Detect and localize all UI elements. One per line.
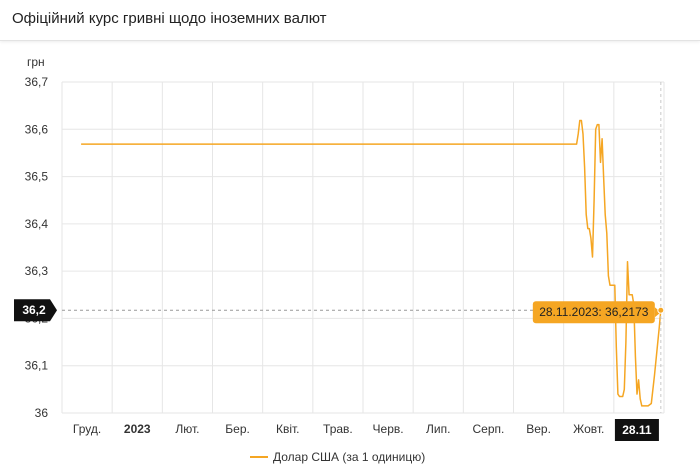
page-header: Офіційний курс гривні щодо іноземних вал… — [0, 0, 700, 41]
legend-swatch — [250, 456, 268, 458]
x-tick-label: Вер. — [526, 422, 551, 436]
x-tick-label: Серп. — [472, 422, 504, 436]
series-line-usd — [81, 119, 662, 407]
y-crosshair-label: 36,2 — [22, 303, 46, 317]
series-point-marker — [657, 306, 665, 314]
y-tick-label: 36,1 — [25, 359, 49, 373]
chart-legend[interactable]: Долар США (за 1 одиницю) — [250, 450, 425, 464]
x-crosshair-label-bg — [614, 419, 659, 441]
x-crosshair-label: 28.11 — [622, 423, 652, 437]
y-tick-label: 36 — [35, 406, 49, 420]
x-tick-label: Лип. — [426, 422, 450, 436]
y-tick-label: 36,5 — [25, 170, 49, 184]
x-tick-label: Бер. — [225, 422, 250, 436]
x-tick-label: Черв. — [373, 422, 404, 436]
x-tick-label: Жовт. — [573, 422, 604, 436]
tooltip-bg — [532, 301, 655, 324]
x-tick-label: Груд. — [73, 422, 101, 436]
y-axis-label: грн — [27, 55, 45, 69]
x-tick-label: Трав. — [323, 422, 353, 436]
y-tick-label: 36,3 — [25, 264, 49, 278]
page-title: Офіційний курс гривні щодо іноземних вал… — [12, 10, 327, 27]
tooltip-text: 28.11.2023: 36,2173 — [539, 305, 649, 319]
x-tick-label: 2023 — [124, 422, 151, 436]
y-crosshair-label-bg — [14, 299, 57, 322]
y-tick-label: 36,6 — [25, 122, 49, 136]
x-tick-label: Квіт. — [276, 422, 300, 436]
y-tick-label: 36,4 — [25, 217, 49, 231]
tooltip-arrow — [654, 307, 661, 318]
legend-label: Долар США (за 1 одиницю) — [273, 450, 426, 464]
y-tick-label: 36,7 — [25, 75, 49, 89]
x-tick-label: Лют. — [175, 422, 199, 436]
